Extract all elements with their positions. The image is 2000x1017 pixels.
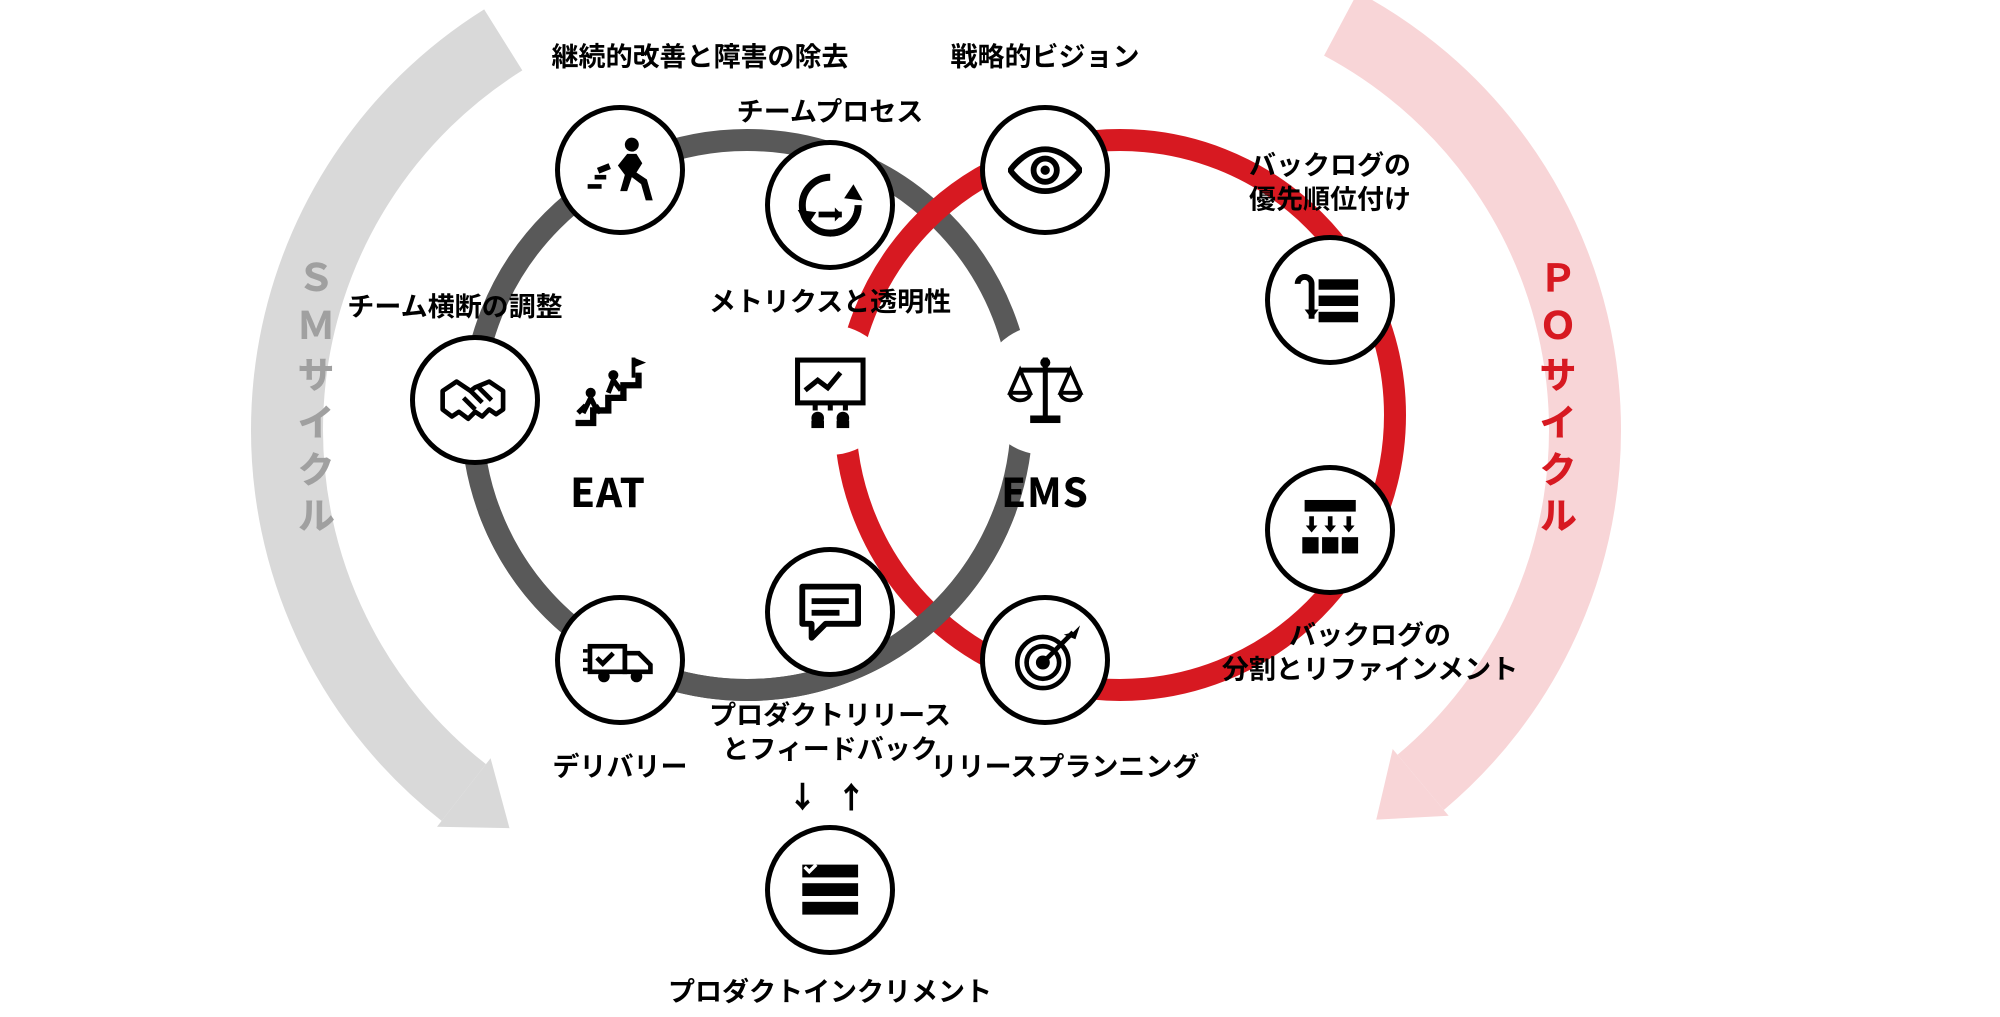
label-increment: プロダクトインクリメント (668, 973, 992, 1007)
node-release-plan (980, 595, 1110, 725)
metrics-center-icon (765, 325, 895, 455)
node-prioritize (1265, 235, 1395, 365)
sm-cycle-label: ＳＭサイクル (289, 258, 344, 543)
po-cycle-label: ＰＯサイクル (1531, 258, 1586, 543)
label-release-plan: リリースプランニング (931, 748, 1200, 782)
label-coordination: チーム横断の調整 (347, 288, 562, 322)
node-refine (1265, 465, 1395, 595)
ems-center-icon (980, 325, 1110, 455)
label2-team-process: メトリクスと透明性 (709, 283, 951, 317)
label-vision: 戦略的ビジョン (951, 38, 1140, 72)
ems-center-label: EMS (1001, 461, 1089, 519)
diagram-stage: ＳＭサイクル ＰＯサイクル EAT EMS ↓ ↑ 継続的改善と障害の除去チーム… (0, 0, 2000, 1017)
eat-center-icon (543, 325, 673, 455)
connector-arrows: ↓ ↑ (788, 773, 873, 817)
label-release-feedback: プロダクトリリース とフィードバック (709, 696, 951, 764)
node-coordination (410, 335, 540, 465)
label-team-process: チームプロセス (737, 93, 924, 127)
node-team-process (765, 140, 895, 270)
label-refine: バックログの 分割とリファインメント (1222, 616, 1518, 684)
node-increment (765, 825, 895, 955)
label-delivery: デリバリー (553, 748, 688, 782)
node-vision (980, 105, 1110, 235)
node-release-feedback (765, 547, 895, 677)
eat-center-label: EAT (570, 461, 646, 519)
label-improvement: 継続的改善と障害の除去 (552, 38, 849, 72)
label-prioritize: バックログの 優先順位付け (1249, 146, 1411, 214)
node-improvement (555, 105, 685, 235)
node-delivery (555, 595, 685, 725)
